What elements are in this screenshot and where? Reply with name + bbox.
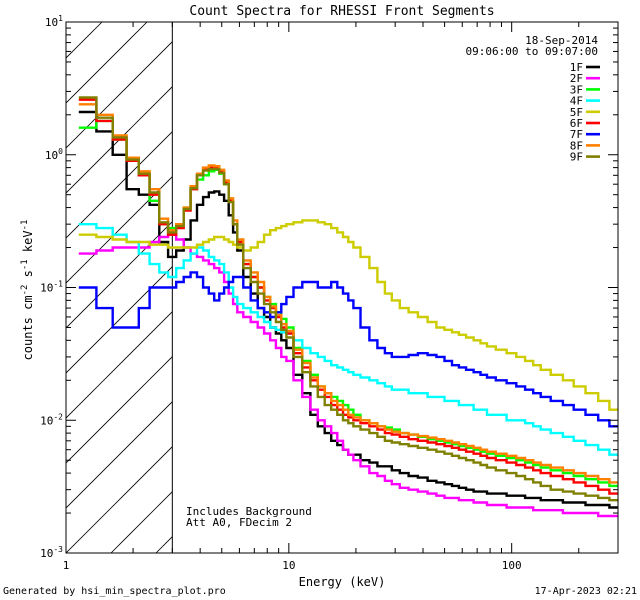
- chart-title: Count Spectra for RHESSI Front Segments: [189, 4, 494, 19]
- date-label: 18-Sep-2014: [525, 34, 598, 47]
- series-group: [78, 96, 618, 518]
- hatch-line: [66, 401, 173, 509]
- hatch-line: [0, 0, 126, 553]
- legend-label-6F: 6F: [570, 117, 583, 130]
- series-line-9F: [78, 96, 618, 502]
- legend-label-1F: 1F: [570, 61, 583, 74]
- legend-label-9F: 9F: [570, 151, 583, 164]
- x-axis-label: Energy (keV): [299, 575, 386, 589]
- hatch-line: [336, 0, 640, 553]
- y-tick-label: 10-1: [40, 280, 63, 295]
- legend-label-5F: 5F: [570, 106, 583, 119]
- y-tick-label: 100: [45, 147, 63, 162]
- x-tick-label: 1: [63, 559, 70, 572]
- axis-ticks: [65, 21, 619, 554]
- y-tick-labels: 10-3 10-2 10-1 100 101: [40, 14, 63, 560]
- hatch-line: [66, 356, 173, 464]
- hatch-line: [606, 0, 640, 553]
- series-line-8F: [78, 103, 618, 484]
- hatch-line: [66, 86, 173, 194]
- excluded-region-hatch: [0, 0, 640, 553]
- legend-label-4F: 4F: [570, 95, 583, 108]
- footer-generated-by: Generated by hsi_min_spectra_plot.pro: [3, 586, 226, 597]
- y-axis-label: counts cm-2 s-1 keV-1: [20, 220, 35, 361]
- legend-label-7F: 7F: [570, 128, 583, 141]
- series-line-1F: [78, 110, 618, 509]
- annotation-attenuator: Att A0, FDecim 2: [186, 516, 292, 529]
- time-range-label: 09:06:00 to 09:07:00: [466, 45, 598, 58]
- x-tick-label: 10: [282, 559, 295, 572]
- hatch-line: [66, 446, 173, 553]
- y-tick-label: 10-2: [40, 412, 63, 427]
- y-tick-label: 101: [45, 14, 63, 29]
- x-tick-labels: 1 10 100: [63, 559, 522, 572]
- hatch-line: [66, 22, 148, 104]
- hatch-line: [291, 0, 640, 553]
- series-line-7F: [78, 271, 618, 428]
- legend-label-8F: 8F: [570, 139, 583, 152]
- legend-label-2F: 2F: [570, 72, 583, 85]
- series-line-4F: [78, 223, 618, 456]
- series-line-3F: [78, 119, 618, 488]
- hatch-line: [66, 22, 103, 59]
- footer-timestamp: 17-Apr-2023 02:21: [535, 586, 637, 597]
- series-line-2F: [78, 233, 618, 518]
- legend-label-3F: 3F: [570, 83, 583, 96]
- series-line-5F: [78, 219, 618, 411]
- hatch-line: [381, 0, 640, 553]
- hatch-line: [66, 41, 173, 149]
- y-tick-label: 10-3: [40, 545, 63, 560]
- hatch-line: [66, 311, 173, 419]
- annotation-background: Includes Background: [186, 505, 312, 518]
- x-tick-label: 100: [502, 559, 522, 572]
